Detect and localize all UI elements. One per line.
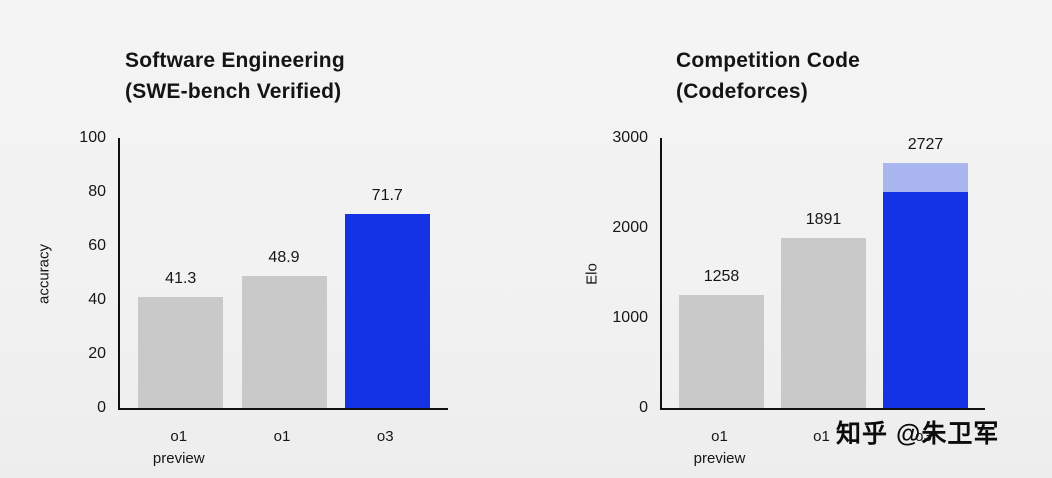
y-tick-label: 20: [88, 345, 106, 362]
x-category-label: o3: [915, 428, 932, 445]
x-category-label: o1: [813, 428, 830, 445]
bar-o3: [344, 214, 430, 408]
y-tick-label: 1000: [612, 309, 648, 326]
bar-value-label: 1258: [703, 267, 740, 285]
chart-title-swe-bench: Software Engineering (SWE-bench Verified…: [125, 45, 345, 107]
title-line-1: Software Engineering: [125, 49, 345, 72]
x-axis-labels-codeforces: o1 preview o1 o3: [660, 412, 985, 472]
x-category-label: o1: [273, 428, 291, 445]
bar-o1: [241, 275, 327, 408]
title-line-2: (SWE-bench Verified): [125, 80, 342, 103]
title-line-2: (Codeforces): [676, 80, 808, 103]
y-tick-label: 3000: [612, 129, 648, 146]
x-category-label: o3: [376, 428, 394, 445]
y-axis-ticks-swe: 0 20 40 60 80 100: [46, 129, 106, 416]
x-category-label: o1 preview: [693, 428, 746, 467]
y-tick-label: 0: [639, 399, 648, 416]
bar-value-label: 2727: [907, 135, 944, 153]
watermark-zhihu: 知乎 @朱卫军: [836, 420, 1000, 448]
bar-value-label: 48.9: [268, 248, 300, 266]
y-tick-label: 100: [79, 129, 106, 146]
y-tick-label: 40: [88, 291, 106, 308]
x-category-label: o1 preview: [152, 428, 205, 467]
title-line-1: Competition Code: [676, 49, 861, 72]
chart-title-codeforces: Competition Code (Codeforces): [676, 45, 860, 107]
y-tick-label: 60: [88, 237, 106, 254]
y-tick-label: 80: [88, 183, 106, 200]
y-tick-label: 0: [97, 399, 106, 416]
y-tick-label: 2000: [612, 219, 648, 236]
bar-segment: [883, 162, 968, 192]
x-axis-labels-swe: o1 preview o1 o3: [118, 412, 448, 472]
bar-o1-preview: [679, 294, 764, 408]
bar-o1-preview: [138, 296, 224, 408]
bar-value-label: 1891: [805, 210, 842, 228]
bar-value-label: 41.3: [165, 269, 197, 287]
bar-o1: [781, 237, 866, 408]
bar-segment: [883, 192, 968, 408]
y-axis-ticks-codeforces: 0 1000 2000 3000: [588, 129, 648, 416]
plot-area-swe: 41.3 48.9 71.7: [118, 138, 448, 410]
plot-area-codeforces: 1258 1891 2727: [660, 135, 985, 410]
bar-value-label: 71.7: [371, 187, 403, 205]
bar-o3: [883, 162, 968, 408]
